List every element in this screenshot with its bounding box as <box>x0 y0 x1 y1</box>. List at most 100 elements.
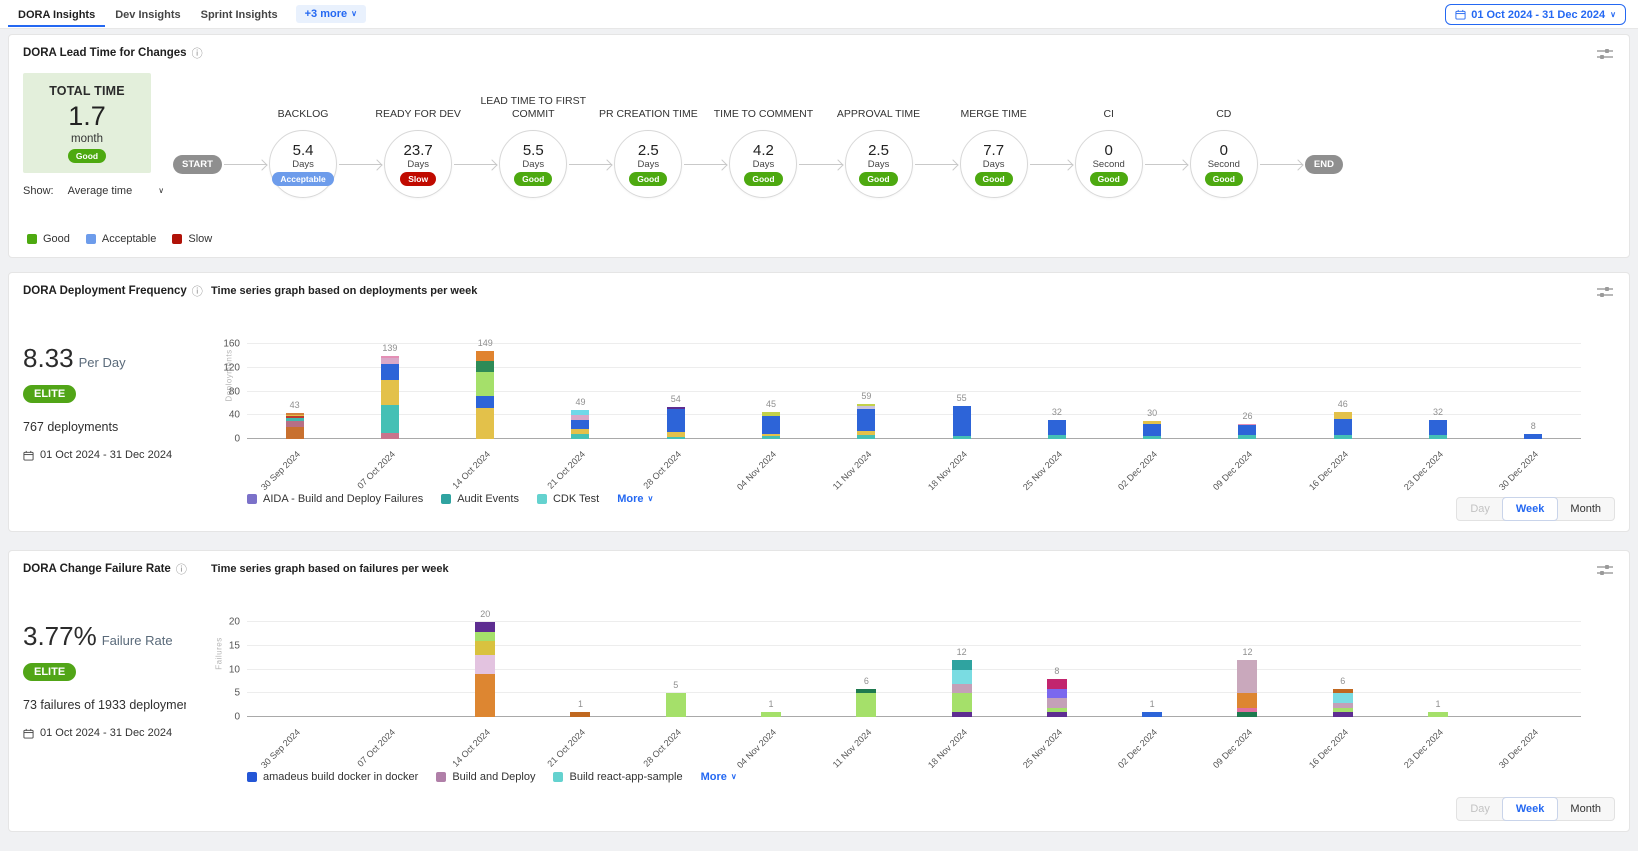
interval-day-button[interactable]: Day <box>1470 503 1490 515</box>
stacked-bar <box>1143 421 1162 439</box>
bar-segment <box>666 432 685 437</box>
legend-label: amadeus build docker in docker <box>263 771 419 783</box>
legend-more-link[interactable]: More ∨ <box>701 771 737 783</box>
bar-segment <box>762 434 781 437</box>
x-tick-label: 16 Dec 2024 <box>1306 449 1350 493</box>
bar-segment <box>762 415 781 435</box>
legend-item[interactable]: CDK Test <box>536 493 599 505</box>
legend-label: Slow <box>188 233 213 245</box>
interval-week-button[interactable]: Week <box>1501 797 1559 821</box>
bar-segment <box>857 403 876 407</box>
flow-arrow-icon <box>799 163 843 165</box>
interval-week-button[interactable]: Week <box>1501 497 1559 521</box>
bar-total-label: 59 <box>861 390 872 401</box>
flow-stage-name: READY FOR DEV <box>375 108 461 121</box>
chevron-down-icon: ∨ <box>647 494 654 503</box>
bar-segment <box>1046 688 1067 698</box>
elite-badge: ELITE <box>23 385 77 403</box>
bar-segment <box>380 405 399 434</box>
flow-stage-approval-time[interactable]: APPROVAL TIME 2.5 Days Good <box>837 108 920 198</box>
flow-stage-lead-time-to-first-commit[interactable]: LEAD TIME TO FIRST COMMIT 5.5 Days Good <box>480 95 586 198</box>
chevron-down-icon: ∨ <box>730 772 737 781</box>
chart-settings-icon[interactable] <box>1597 285 1613 303</box>
chart-legend: amadeus build docker in docker Build and … <box>247 771 1615 783</box>
legend-more-link[interactable]: More ∨ <box>617 493 653 505</box>
bar-total-label: 32 <box>1051 407 1062 417</box>
x-slot: 28 Oct 2024 <box>628 441 723 491</box>
flow-stage-backlog[interactable]: BACKLOG 5.4 Days Acceptable <box>269 108 338 198</box>
failure-date-range: 01 Oct 2024 - 31 Dec 2024 <box>40 727 173 739</box>
flow-stage-pr-creation-time[interactable]: PR CREATION TIME 2.5 Days Good <box>599 108 698 198</box>
x-tick-label: 11 Nov 2024 <box>830 727 874 770</box>
interval-month-button[interactable]: Month <box>1570 503 1601 515</box>
bar-total-label: 45 <box>766 399 777 410</box>
lead-time-legend: Good Acceptable Slow <box>27 233 212 245</box>
legend-label: AIDA - Build and Deploy Failures <box>263 493 424 505</box>
lead-time-panel-title: DORA Lead Time for Changes <box>23 47 187 59</box>
legend-swatch <box>172 234 183 244</box>
legend-swatch <box>85 234 96 244</box>
bar-segment <box>857 435 876 439</box>
bar-slot: 1 <box>723 607 818 717</box>
deployment-frequency-panel: DORA Deployment Frequency ⓘ Time series … <box>8 272 1630 532</box>
show-dropdown[interactable]: Average time ∨ <box>68 185 164 197</box>
info-icon[interactable]: ⓘ <box>191 48 203 60</box>
bar-segment <box>1237 693 1258 708</box>
bar-total-label: 149 <box>477 337 493 348</box>
total-time-value: 1.7 <box>68 100 106 131</box>
bar-slot: 6 <box>819 607 914 717</box>
bar-segment <box>380 358 399 364</box>
chart-settings-icon[interactable] <box>1597 563 1613 581</box>
flow-stage-time-to-comment[interactable]: TIME TO COMMENT 4.2 Days Good <box>714 108 813 198</box>
legend-label: Good <box>43 233 70 245</box>
tab-sprint-insights[interactable]: Sprint Insights <box>200 9 278 21</box>
info-icon[interactable]: ⓘ <box>191 286 203 298</box>
flow-arrow-icon <box>223 163 268 165</box>
stacked-bar <box>476 350 495 439</box>
bar-slot: 54 <box>628 329 723 439</box>
legend-item[interactable]: AIDA - Build and Deploy Failures <box>247 493 423 505</box>
failure-interval-toggle: Day Week Month <box>1456 797 1615 821</box>
flow-stage-merge-time[interactable]: MERGE TIME 7.7 Days Good <box>959 108 1028 198</box>
chart-settings-icon[interactable] <box>1597 47 1613 65</box>
bar-total-label: 26 <box>1242 410 1253 421</box>
bar-segment <box>285 415 304 417</box>
date-range-picker[interactable]: 01 Oct 2024 - 31 Dec 2024 ∨ <box>1445 4 1626 25</box>
flow-stage-name: CI <box>1103 108 1114 121</box>
flow-stage-status-badge: Good <box>514 172 553 186</box>
legend-item[interactable]: Build and Deploy <box>436 771 535 783</box>
stacked-bar <box>762 412 781 439</box>
x-tick-label: 21 Oct 2024 <box>545 449 588 491</box>
legend-label: Build react-app-sample <box>569 771 683 783</box>
info-icon[interactable]: ⓘ <box>175 564 187 576</box>
gridline <box>247 414 1581 416</box>
bar-segment <box>571 409 590 415</box>
bar-total-label: 12 <box>956 647 967 657</box>
stacked-bar <box>285 413 304 439</box>
x-slot: 16 Dec 2024 <box>1295 441 1390 493</box>
flow-stage-cd[interactable]: CD 0 Second Good <box>1189 108 1258 198</box>
bar-segment <box>285 413 304 416</box>
tab-dora-insights[interactable]: DORA Insights <box>8 1 105 27</box>
more-tabs-button[interactable]: +3 more ∨ <box>295 5 366 23</box>
flow-stage-ready-for-dev[interactable]: READY FOR DEV 23.7 Days Slow <box>375 108 461 198</box>
gridline <box>247 366 1581 368</box>
tab-dev-insights[interactable]: Dev Insights <box>115 9 181 21</box>
total-time-title: TOTAL TIME <box>49 83 125 98</box>
legend-item[interactable]: Build react-app-sample <box>553 771 683 783</box>
flow-stage-ci[interactable]: CI 0 Second Good <box>1074 108 1143 198</box>
bar-total-label: 6 <box>1340 675 1346 686</box>
x-tick-label: 16 Dec 2024 <box>1306 727 1350 771</box>
flow-stage-status-badge: Slow <box>400 172 437 186</box>
bar-segment <box>1332 707 1353 713</box>
interval-day-button[interactable]: Day <box>1470 803 1490 815</box>
interval-month-button[interactable]: Month <box>1570 803 1601 815</box>
x-slot: 23 Dec 2024 <box>1390 719 1485 770</box>
deploy-date-range: 01 Oct 2024 - 31 Dec 2024 <box>40 449 173 461</box>
total-time-card: TOTAL TIME 1.7 month Good <box>23 73 151 173</box>
chevron-down-icon: ∨ <box>1610 9 1616 19</box>
bar-segment <box>1046 679 1067 689</box>
legend-item[interactable]: amadeus build docker in docker <box>247 771 418 783</box>
y-tick-label: 20 <box>228 616 240 628</box>
legend-item[interactable]: Audit Events <box>441 493 519 505</box>
